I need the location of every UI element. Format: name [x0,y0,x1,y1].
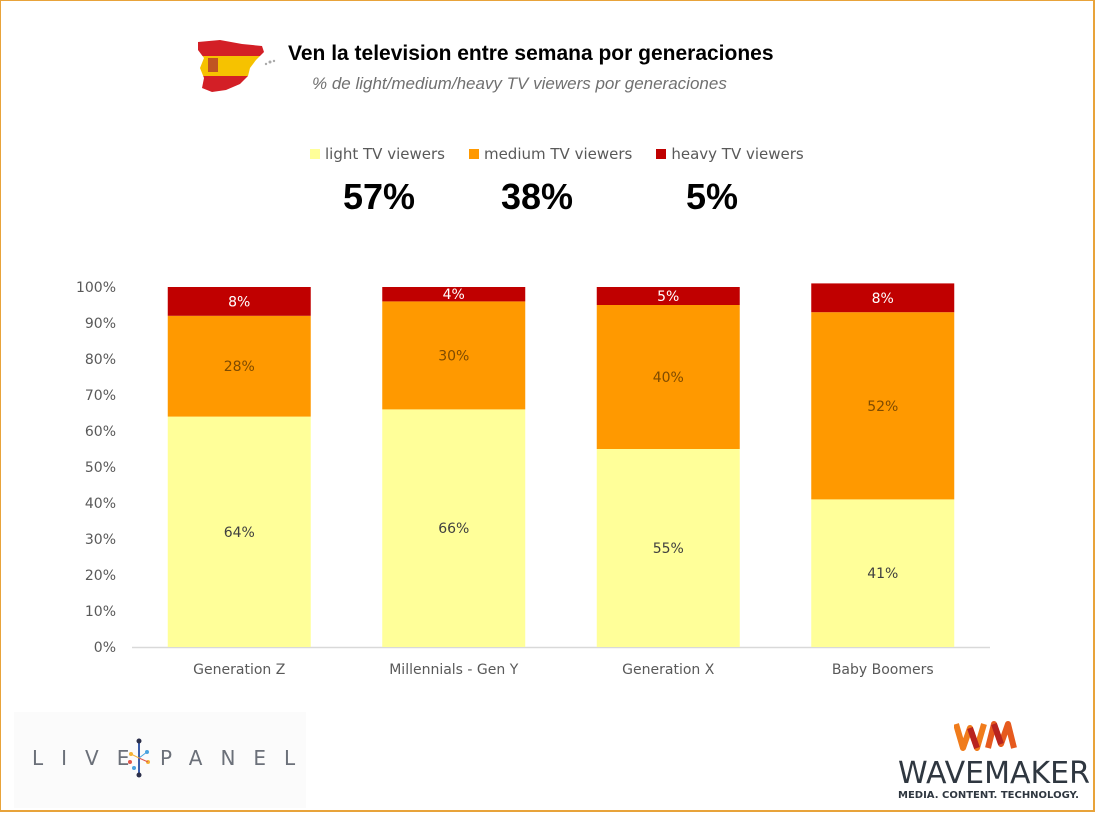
legend-item-medium: medium TV viewers [468,145,633,163]
livepanel-text-right: PANEL [160,746,314,770]
legend-label-medium: medium TV viewers [483,145,633,163]
x-category-label: Millennials - Gen Y [389,662,518,678]
y-tick-label: 40% [85,496,116,512]
total-medium: 38% [500,176,574,217]
bar-segment [811,283,955,313]
legend-item-heavy: heavy TV viewers [656,145,804,163]
legend-label-heavy: heavy TV viewers [671,145,804,163]
data-label: 8% [872,291,894,307]
data-label: 5% [657,289,679,305]
chart-title: Ven la television entre semana por gener… [288,42,774,65]
legend-label-light: light TV viewers [325,145,445,163]
data-label: 64% [224,525,255,541]
y-tick-label: 10% [85,604,116,620]
bar-segment [382,287,526,302]
data-label: 28% [224,359,255,375]
bar-segment [596,287,740,305]
data-label: 66% [438,521,469,537]
livepanel-text-left: LIVE [32,746,148,770]
legend-swatch-light [310,149,320,159]
x-category-label: Baby Boomers [832,662,934,678]
x-category-label: Generation Z [193,662,285,678]
y-tick-label: 80% [85,352,116,368]
total-heavy: 5% [685,176,739,217]
bar-segment [382,301,526,410]
legend: light TV viewers medium TV viewers heavy… [310,145,804,163]
data-label: 4% [443,287,465,303]
data-label: 8% [228,294,250,310]
stacked-bar-chart: 0% 10% 20% 30% 40% 50% 60% 70% 80% 90% 100% 64% 28% 8… [76,280,990,678]
spain-map-flag-icon [198,40,276,92]
bar-segment [596,449,740,647]
y-tick-label: 0% [94,640,116,656]
legend-swatch-medium [468,149,479,159]
data-label: 55% [653,541,684,557]
y-tick-label: 70% [85,388,116,404]
legend-swatch-heavy [656,149,667,159]
y-tick-label: 50% [85,460,116,476]
livepanel-network-icon [128,738,150,778]
bar-segment [167,287,311,316]
data-label: 41% [867,566,898,582]
data-label: 30% [438,348,469,364]
y-tick-label: 60% [85,424,116,440]
y-tick-label: 90% [85,316,116,332]
wavemaker-logo: WAVEMAKER MEDIA. CONTENT. TECHNOLOGY. [898,720,1090,804]
data-label: 52% [867,399,898,415]
legend-item-light: light TV viewers [310,145,445,163]
y-tick-label: 100% [76,280,116,296]
total-light: 57% [342,176,416,217]
y-tick-label: 20% [85,568,116,584]
livepanel-logo: LIVE PANEL [14,712,306,808]
y-tick-label: 30% [85,532,116,548]
chart-subtitle: % de light/medium/heavy TV viewers por g… [312,74,727,93]
header: Ven la television entre semana por gener… [190,36,810,106]
bar-segment [382,409,526,647]
wavemaker-wm-icon [954,721,1017,751]
bar-segment [811,499,955,647]
bar-segment [811,312,955,500]
bar-segment [167,416,311,647]
wavemaker-tagline: MEDIA. CONTENT. TECHNOLOGY. [898,790,1079,801]
bar-segment [167,315,311,417]
x-category-label: Generation X [622,662,715,678]
bar-segment [596,305,740,449]
data-label: 40% [653,370,684,386]
wavemaker-name: WAVEMAKER [898,756,1090,791]
